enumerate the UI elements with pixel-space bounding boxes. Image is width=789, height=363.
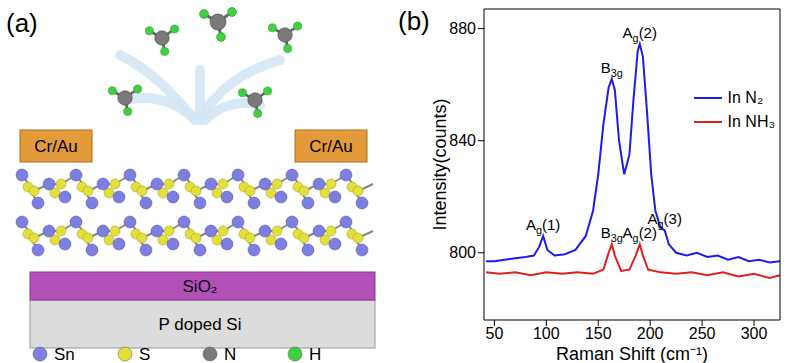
svg-text:800: 800 [449, 244, 476, 261]
svg-text:200: 200 [637, 325, 664, 342]
svg-text:SiO₂: SiO₂ [183, 277, 218, 296]
svg-text:P doped Si: P doped Si [159, 315, 242, 334]
svg-text:Ag(3): Ag(3) [647, 210, 682, 231]
svg-text:B3g: B3g [601, 224, 623, 244]
svg-text:H: H [309, 345, 321, 363]
svg-text:Ag(1): Ag(1) [526, 216, 560, 236]
svg-text:Sn: Sn [54, 345, 75, 363]
svg-text:Raman Shift (cm⁻¹): Raman Shift (cm⁻¹) [556, 344, 708, 363]
svg-text:Ag(2): Ag(2) [623, 224, 657, 244]
svg-text:880: 880 [449, 20, 476, 37]
svg-text:100: 100 [533, 325, 560, 342]
html-text:In NH₃: In NH₃ [727, 113, 775, 130]
svg-text:840: 840 [449, 132, 476, 149]
svg-text:Intensity(counts): Intensity(counts) [430, 98, 450, 230]
svg-text:50: 50 [485, 325, 503, 342]
html-text:(b): (b) [398, 6, 430, 36]
svg-text:150: 150 [585, 325, 612, 342]
svg-text:S: S [139, 345, 150, 363]
svg-text:250: 250 [689, 325, 716, 342]
svg-text:Cr/Au: Cr/Au [309, 137, 352, 156]
svg-text:Ag(2): Ag(2) [623, 24, 657, 44]
svg-text:300: 300 [741, 325, 768, 342]
html-text:In N₂: In N₂ [727, 89, 764, 106]
svg-text:N: N [224, 345, 236, 363]
svg-text:B3g: B3g [601, 59, 623, 79]
svg-text:Cr/Au: Cr/Au [34, 137, 77, 156]
svg-text:(a): (a) [6, 8, 38, 38]
